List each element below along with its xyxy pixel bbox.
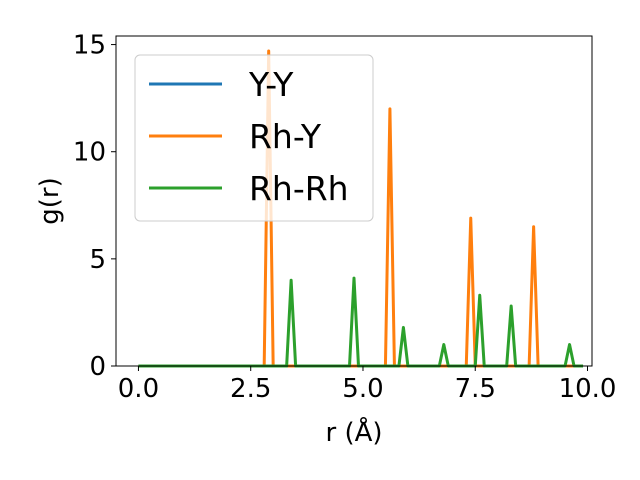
legend-box [134,54,374,222]
x-tick-label: 2.5 [230,374,271,404]
x-axis-label: r (Å) [325,416,382,448]
x-tick-label: 10.0 [559,374,617,404]
y-axis-label: g(r) [35,177,65,224]
legend-label: Y-Y [248,65,294,104]
axes-layer: 0.0 2.5 5.0 7.5 10.0 0 5 10 15 [73,31,617,404]
y-tick-label: 10 [73,138,106,168]
y-tick-label: 15 [73,31,106,61]
y-tick-label: 0 [89,352,106,382]
x-tick-label: 0.0 [118,374,159,404]
axes-frame [115,35,593,367]
legend-label: Rh-Rh [249,169,349,208]
x-tick-label: 7.5 [455,374,496,404]
y-tick-label: 5 [89,245,106,275]
legend: Y-Y Rh-Y Rh-Rh [134,54,374,222]
legend-label: Rh-Y [249,117,322,156]
x-tick-label: 5.0 [342,374,383,404]
